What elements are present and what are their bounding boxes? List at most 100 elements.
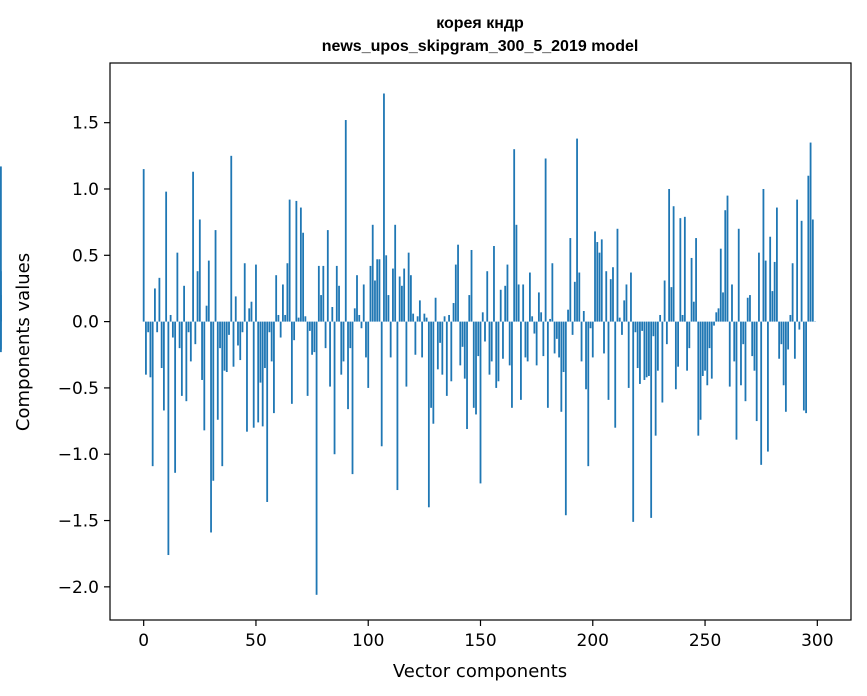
bar	[486, 271, 489, 322]
bar	[778, 321, 781, 359]
x-tick-label: 150	[464, 631, 496, 651]
bar	[216, 321, 219, 420]
y-tick-label: −1.5	[58, 512, 99, 532]
bar	[239, 321, 242, 361]
bar	[403, 268, 406, 322]
bar	[571, 321, 574, 335]
bar	[715, 312, 718, 322]
bar	[740, 321, 742, 386]
bar	[753, 321, 756, 371]
bar	[405, 321, 408, 387]
bar	[762, 188, 765, 322]
bar	[733, 321, 736, 362]
bar	[335, 265, 338, 322]
bar	[522, 284, 525, 322]
bar	[749, 295, 751, 322]
bar	[246, 321, 248, 432]
bar	[286, 263, 289, 322]
bar	[329, 321, 331, 387]
bar	[374, 280, 376, 322]
bar	[371, 224, 374, 322]
bar	[784, 321, 787, 412]
bar	[726, 195, 729, 322]
bar	[308, 321, 311, 331]
bar	[506, 264, 509, 322]
bar	[513, 149, 516, 322]
bar	[445, 321, 448, 396]
y-tick-label: −1.0	[58, 445, 99, 465]
bar	[589, 321, 592, 329]
bar	[600, 239, 603, 322]
bar	[648, 321, 650, 376]
bar	[162, 321, 165, 411]
bar	[315, 321, 318, 595]
bar	[652, 321, 655, 337]
bar	[362, 284, 365, 322]
bar	[594, 231, 596, 322]
bar	[268, 321, 271, 333]
bar	[578, 272, 581, 322]
bar	[380, 321, 383, 447]
bar	[679, 218, 682, 322]
bar	[656, 321, 659, 371]
bar	[688, 321, 691, 349]
bar	[432, 321, 435, 424]
bar	[230, 155, 233, 322]
bar	[540, 312, 543, 322]
bar	[731, 284, 733, 322]
bar	[585, 321, 587, 390]
bar	[811, 219, 814, 322]
bar	[495, 321, 498, 388]
bar	[349, 321, 352, 349]
bar	[717, 308, 720, 322]
bar	[201, 321, 203, 380]
bar	[389, 321, 392, 358]
bar	[459, 321, 462, 366]
x-tick-label: 250	[689, 631, 721, 651]
bar	[502, 321, 504, 359]
bar	[567, 309, 569, 322]
bar	[796, 199, 799, 322]
bar	[623, 300, 626, 322]
bar	[686, 321, 688, 371]
bar	[681, 314, 684, 322]
bar	[149, 321, 152, 378]
bar	[293, 321, 296, 341]
bar	[809, 142, 812, 322]
bar	[439, 321, 441, 343]
bar	[416, 316, 419, 322]
bar	[798, 321, 801, 330]
bar	[542, 321, 545, 357]
bar	[596, 242, 599, 322]
bar	[367, 321, 370, 388]
bar	[569, 238, 572, 322]
bar	[322, 265, 325, 322]
bar	[470, 249, 473, 322]
bar	[0, 166, 2, 322]
bar	[219, 321, 221, 349]
bar	[654, 321, 657, 436]
bar	[800, 220, 803, 322]
bar	[259, 321, 262, 383]
bar	[174, 321, 177, 473]
bar	[549, 318, 552, 322]
bar	[326, 230, 329, 322]
bar	[180, 321, 183, 396]
bar	[719, 248, 722, 322]
bar	[533, 321, 536, 334]
bar	[627, 321, 630, 388]
bar	[791, 263, 794, 322]
bar	[331, 307, 334, 322]
bar	[333, 321, 336, 455]
bar	[609, 279, 612, 322]
bar	[203, 321, 206, 431]
bar	[520, 321, 522, 400]
bar	[776, 207, 778, 322]
bar	[612, 267, 614, 322]
bar	[169, 314, 172, 322]
bar	[396, 321, 399, 491]
bar	[275, 275, 278, 322]
bar	[261, 321, 264, 427]
bar	[692, 301, 695, 322]
bar	[284, 314, 287, 322]
